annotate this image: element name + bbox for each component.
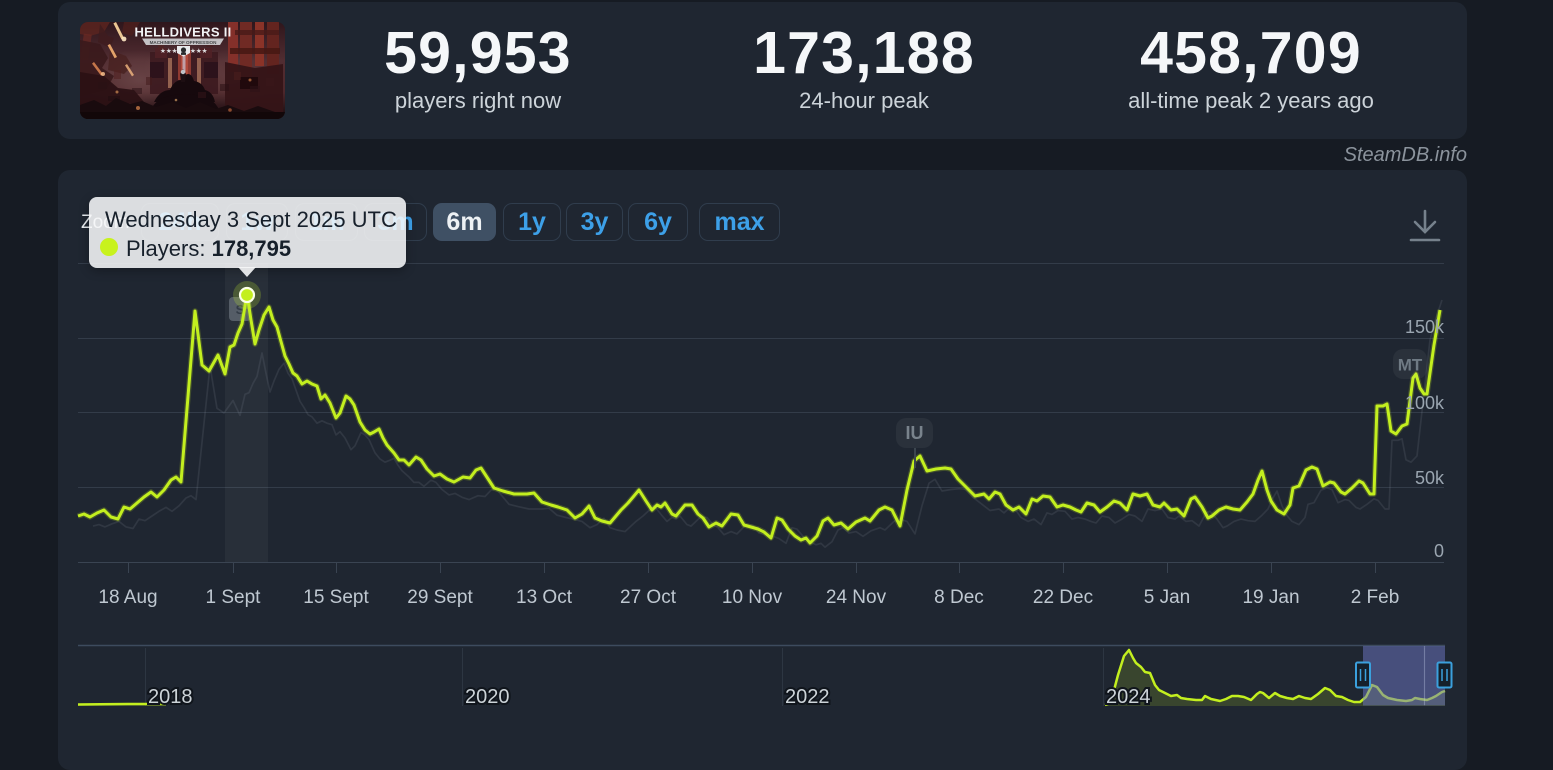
svg-text:50k: 50k xyxy=(1415,468,1445,488)
svg-text:2022: 2022 xyxy=(785,686,830,708)
svg-text:IU: IU xyxy=(906,423,924,443)
svg-text:MT: MT xyxy=(1398,356,1423,375)
svg-text:18 Aug: 18 Aug xyxy=(98,587,157,608)
svg-text:100k: 100k xyxy=(1405,393,1445,413)
svg-text:MACHINERY OF OPPRESSION: MACHINERY OF OPPRESSION xyxy=(150,40,218,45)
svg-text:2 Feb: 2 Feb xyxy=(1351,587,1400,608)
svg-text:8 Dec: 8 Dec xyxy=(934,587,984,608)
svg-text:HELLDIVERS II: HELLDIVERS II xyxy=(134,25,231,40)
svg-text:S: S xyxy=(236,302,245,317)
svg-text:★★★: ★★★ xyxy=(160,47,178,55)
svg-text:22 Dec: 22 Dec xyxy=(1033,587,1093,608)
svg-text:150k: 150k xyxy=(1405,317,1445,337)
svg-text:★★★: ★★★ xyxy=(190,47,208,55)
svg-text:1 Sept: 1 Sept xyxy=(206,587,262,608)
svg-text:2020: 2020 xyxy=(465,686,510,708)
svg-text:29 Sept: 29 Sept xyxy=(407,587,473,608)
svg-text:5 Jan: 5 Jan xyxy=(1144,587,1190,608)
svg-text:13 Oct: 13 Oct xyxy=(516,587,573,608)
svg-text:15 Sept: 15 Sept xyxy=(303,587,369,608)
svg-text:10 Nov: 10 Nov xyxy=(722,587,783,608)
svg-text:2018: 2018 xyxy=(148,686,193,708)
svg-text:19 Jan: 19 Jan xyxy=(1242,587,1299,608)
svg-text:27 Oct: 27 Oct xyxy=(620,587,677,608)
svg-text:0: 0 xyxy=(1434,541,1444,561)
svg-text:2024: 2024 xyxy=(1106,686,1151,708)
svg-text:24 Nov: 24 Nov xyxy=(826,587,887,608)
